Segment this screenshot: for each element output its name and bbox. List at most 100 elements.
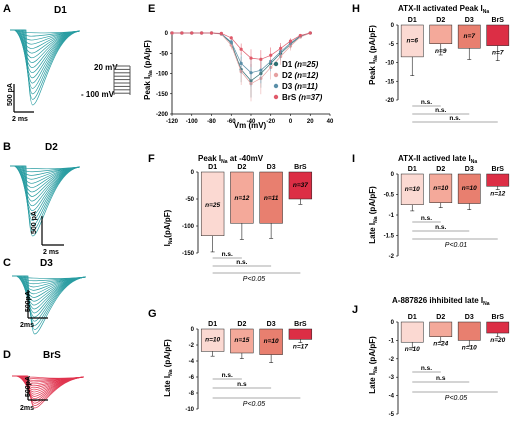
y-tick-label: 0 xyxy=(191,170,195,176)
protocol-top-label: 20 mV xyxy=(94,63,118,72)
n-label: n=15 xyxy=(234,337,249,344)
category-label: D1 xyxy=(208,321,217,328)
legend-marker xyxy=(273,61,279,67)
y-tick-label: -100 xyxy=(156,72,169,78)
category-label: D3 xyxy=(465,166,474,173)
y-tick-label: -100 xyxy=(182,224,195,230)
x-tick-label: -40 xyxy=(247,119,256,125)
category-label: BrS xyxy=(492,17,505,24)
n-label: n=10 xyxy=(433,185,448,192)
panel-D-title: BrS xyxy=(43,350,61,361)
current-trace xyxy=(12,275,87,331)
category-label: D1 xyxy=(408,166,417,173)
panel-B-title: D2 xyxy=(45,142,58,153)
data-point xyxy=(239,47,243,51)
y-tick-label: 0 xyxy=(165,31,169,37)
current-trace xyxy=(12,375,85,391)
x-tick-label: 40 xyxy=(327,119,334,125)
category-label: D3 xyxy=(267,321,276,328)
x-tick-label: -100 xyxy=(186,119,199,125)
data-point xyxy=(269,53,273,57)
category-label: D1 xyxy=(408,314,417,321)
x-tick-label: 20 xyxy=(307,119,314,125)
x-tick-label: -80 xyxy=(207,119,216,125)
y-tick-label: -1 xyxy=(389,338,395,344)
current-trace xyxy=(10,29,81,68)
n-label: n=10 xyxy=(405,186,420,193)
current-trace xyxy=(10,165,81,232)
n-label: n=11 xyxy=(264,195,279,202)
panel-I-ylabel: Late INa (pA/pF) xyxy=(368,186,379,244)
panel-I-p-value: P<0.01 xyxy=(445,242,467,249)
category-label: D2 xyxy=(436,314,445,321)
current-trace xyxy=(10,29,81,100)
current-trace xyxy=(10,29,81,84)
bar xyxy=(457,321,481,341)
current-trace xyxy=(10,29,81,74)
current-trace xyxy=(10,165,81,221)
voltage-protocol-icon xyxy=(113,65,131,95)
scale-x-label-D: 2ms xyxy=(20,405,34,412)
x-tick-label: 0 xyxy=(289,119,293,125)
significance-label: n.s xyxy=(237,381,247,388)
current-trace xyxy=(12,375,85,409)
n-label: n=12 xyxy=(490,190,505,197)
significance-label: n.s. xyxy=(222,372,233,379)
panel-letter-G: G xyxy=(148,308,157,320)
panel-J: J A-887826 ihhibited late INa Late INa (… xyxy=(352,296,510,418)
y-tick-label: -5 xyxy=(389,42,395,48)
category-label: BrS xyxy=(492,166,505,173)
significance-label: n.s. xyxy=(449,115,460,122)
y-tick-label: 0 xyxy=(391,23,395,29)
bar xyxy=(288,328,313,340)
panel-letter-C: C xyxy=(3,257,11,269)
bar xyxy=(429,321,453,337)
legend-marker xyxy=(273,72,279,78)
panel-letter-E: E xyxy=(148,3,155,15)
bar-chart-I: 0 -0.5 -1 -1.5 -2 D1 n=10 D2 n=10 D3 n=10 BrS n=12 n.… xyxy=(384,166,510,260)
panel-letter-H: H xyxy=(352,3,360,15)
bar-chart-F: 0 -50 -100 -150 D1 n=25 D2 n=12 D3 n=11 BrS n=37 n.s… xyxy=(182,164,313,274)
panel-A: A D1 20 mV - 100 mV 500 pA 2 ms xyxy=(3,3,131,123)
category-label: BrS xyxy=(294,164,307,171)
n-label: n=12 xyxy=(234,195,249,202)
panel-G-p-value: P<0.05 xyxy=(243,401,265,408)
panel-F-ylabel: INa(pA/pF) xyxy=(163,209,174,246)
data-point xyxy=(200,31,204,35)
category-label: BrS xyxy=(492,314,505,321)
current-trace xyxy=(10,165,81,202)
current-trace xyxy=(12,375,85,393)
data-point xyxy=(298,33,302,38)
category-label: D1 xyxy=(208,164,217,171)
scale-y-label-A: 500 pA xyxy=(7,83,14,106)
y-tick-label: -2 xyxy=(389,357,395,363)
bar-chart-G: 0 -2 -4 -6 -8 -10 D1 n=10 D2 n=15 D3 n=10 BrS n=17 n.s… xyxy=(185,321,313,413)
current-trace xyxy=(10,165,81,207)
data-point xyxy=(219,31,223,36)
n-label: n=17 xyxy=(293,343,308,350)
significance-label: n.s. xyxy=(421,365,432,372)
current-trace xyxy=(12,375,85,395)
data-point xyxy=(229,36,233,40)
panel-letter-F: F xyxy=(148,153,155,165)
scale-y-label-B: 500 pA xyxy=(31,211,38,234)
data-point xyxy=(239,61,243,65)
current-trace xyxy=(12,275,87,335)
current-trace xyxy=(10,29,81,95)
panel-letter-B: B xyxy=(3,141,11,153)
n-label: n=37 xyxy=(293,182,308,189)
bar-chart-H: 0-5-10-15-20D1n=6D2n=9D3n=7BrSn=7n.s.n.s… xyxy=(385,17,510,123)
panel-E-xlabel: Vm (mV) xyxy=(234,121,267,130)
current-trace xyxy=(12,375,85,400)
y-tick-label: -1.5 xyxy=(384,234,395,240)
y-tick-label: -2 xyxy=(389,254,395,260)
bar-chart-J: 0 -1 -2 -3 -4 -5 D1 n=10 D2 n=24 D3 n=10 BrS n=20 n.s.… xyxy=(389,314,510,418)
panel-D: D BrS 500pA 2ms xyxy=(3,349,85,412)
panel-E: E -120 -100 -80 -60 -40 -20 0 20 400-50-100-150-… xyxy=(143,3,334,130)
y-tick-label: 0 xyxy=(391,320,395,326)
legend-entry: D1 (n=25) xyxy=(282,60,319,69)
current-trace xyxy=(10,29,81,106)
legend-marker xyxy=(273,94,279,100)
panel-C-title: D3 xyxy=(40,258,53,269)
current-trace xyxy=(10,165,81,237)
